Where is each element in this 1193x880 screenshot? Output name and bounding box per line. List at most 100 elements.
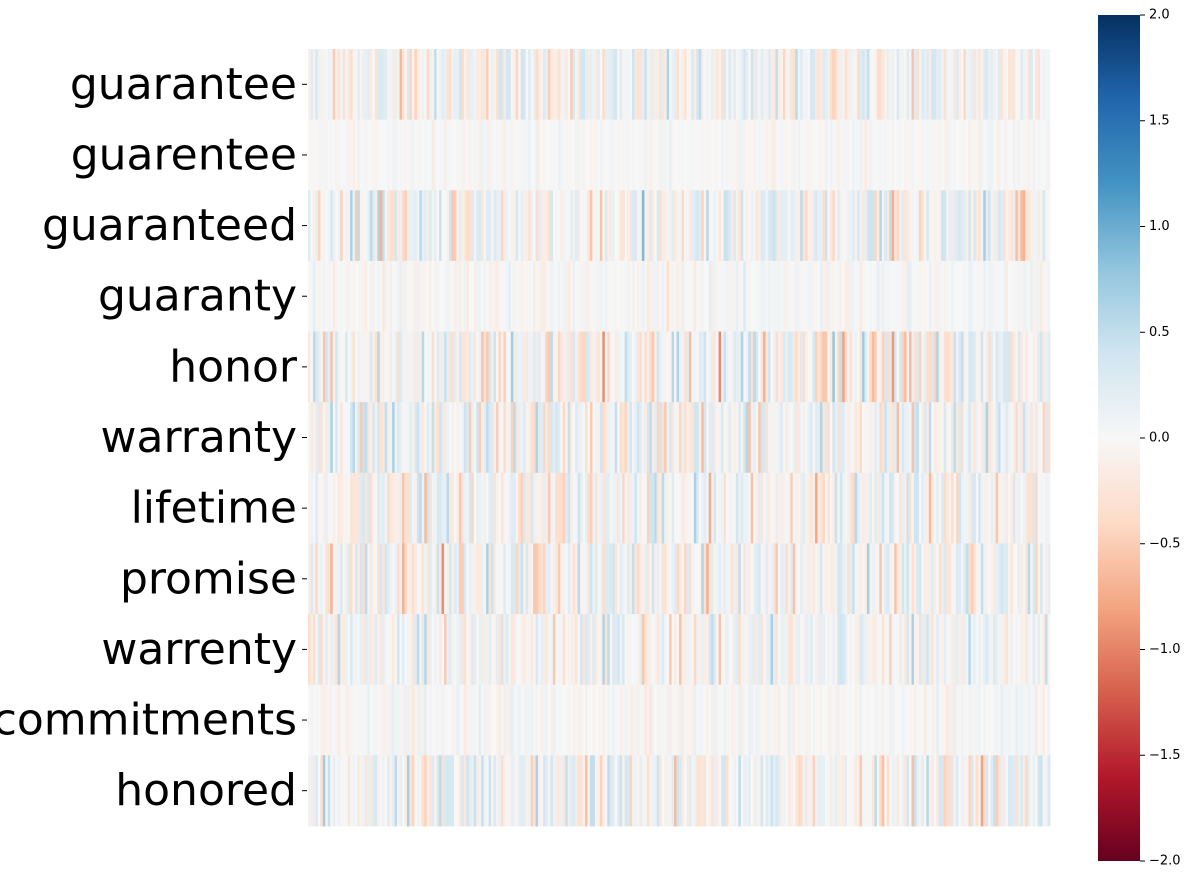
heatmap-cell [965,543,969,615]
heatmap-cell [392,543,395,615]
heatmap-cell [1035,331,1039,403]
heatmap-row-promise [308,543,1051,615]
heatmap-cell [471,190,475,262]
heatmap-cell [963,402,967,474]
heatmap-cell [518,472,522,544]
heatmap-cell [354,614,358,686]
heatmap-cell [617,614,621,686]
heatmap-cell [384,260,388,332]
heatmap-cell [985,684,989,756]
heatmap-cell [990,49,994,121]
heatmap-cell [973,472,977,544]
heatmap-cell [488,49,492,121]
heatmap-cell [777,684,781,756]
heatmap-cell [466,755,470,827]
heatmap-cell [320,260,324,332]
heatmap-cell [696,119,700,191]
heatmap-cell [369,331,373,403]
heatmap-cell [1017,119,1021,191]
heatmap-cell [921,402,925,474]
heatmap-cell [1003,472,1006,544]
heatmap-cell [656,190,660,262]
heatmap-cell [1037,755,1041,827]
heatmap-cell [461,331,465,403]
heatmap-cell [953,543,957,615]
heatmap-cell [1037,49,1041,121]
heatmap-cell [310,402,314,474]
heatmap-cell [518,190,522,262]
heatmap-cell [515,755,519,827]
heatmap-cell [498,755,502,827]
heatmap-cell [486,684,489,756]
heatmap-cell [505,684,509,756]
heatmap-cell [654,614,658,686]
heatmap-cell [597,472,601,544]
heatmap-cell [362,472,366,544]
heatmap-cell [585,119,588,191]
heatmap-cell [429,684,433,756]
heatmap-cell [609,543,613,615]
heatmap-cell [325,614,329,686]
heatmap-cell [960,755,964,827]
heatmap-cell [807,119,811,191]
heatmap-cell [928,684,932,756]
heatmap-cell [555,543,559,615]
heatmap-cell [1007,119,1011,191]
heatmap-cell [869,331,873,403]
heatmap-cell [498,614,502,686]
heatmap-cell [701,614,705,686]
heatmap-cell [644,614,648,686]
heatmap-cell [627,331,630,403]
heatmap-cell [565,49,569,121]
heatmap-cell [322,684,326,756]
heatmap-cell [542,614,546,686]
heatmap-cell [730,49,734,121]
heatmap-cell [585,331,588,403]
heatmap-cell [441,755,445,827]
heatmap-cell [718,614,722,686]
heatmap-cell [931,331,935,403]
heatmap-cell [364,260,368,332]
heatmap-cell [891,472,895,544]
heatmap-cell [468,119,472,191]
heatmap-cell [686,119,690,191]
heatmap-cell [528,755,531,827]
heatmap-cell [866,402,870,474]
heatmap-cell [659,472,663,544]
heatmap-cell [787,119,791,191]
heatmap-cell [671,614,675,686]
heatmap-cell [827,755,831,827]
heatmap-cell [1020,684,1024,756]
heatmap-cell [963,190,967,262]
heatmap-cell [1015,614,1019,686]
heatmap-cell [387,260,391,332]
heatmap-cell [748,49,752,121]
heatmap-cell [951,331,954,403]
heatmap-cell [602,543,606,615]
heatmap-cell [661,119,665,191]
heatmap-cell [312,119,316,191]
heatmap-cell [597,331,601,403]
heatmap-cell [970,190,974,262]
heatmap-cell [745,684,749,756]
heatmap-cell [342,402,346,474]
heatmap-cell [636,119,640,191]
heatmap-cell [451,684,455,756]
heatmap-cell [364,684,368,756]
heatmap-cell [483,331,487,403]
heatmap-cell [998,190,1001,262]
heatmap-row-honored [308,755,1051,827]
heatmap-cell [555,614,559,686]
heatmap-cell [372,614,376,686]
heatmap-cell [416,119,420,191]
heatmap-cell [466,119,470,191]
heatmap-cell [384,49,388,121]
heatmap-cell [354,472,358,544]
heatmap-cell [322,614,326,686]
heatmap-cell [772,49,776,121]
heatmap-cell [931,684,935,756]
heatmap-cell [580,119,583,191]
heatmap-cell [881,260,885,332]
heatmap-cell [837,755,841,827]
heatmap-cell [436,755,440,827]
